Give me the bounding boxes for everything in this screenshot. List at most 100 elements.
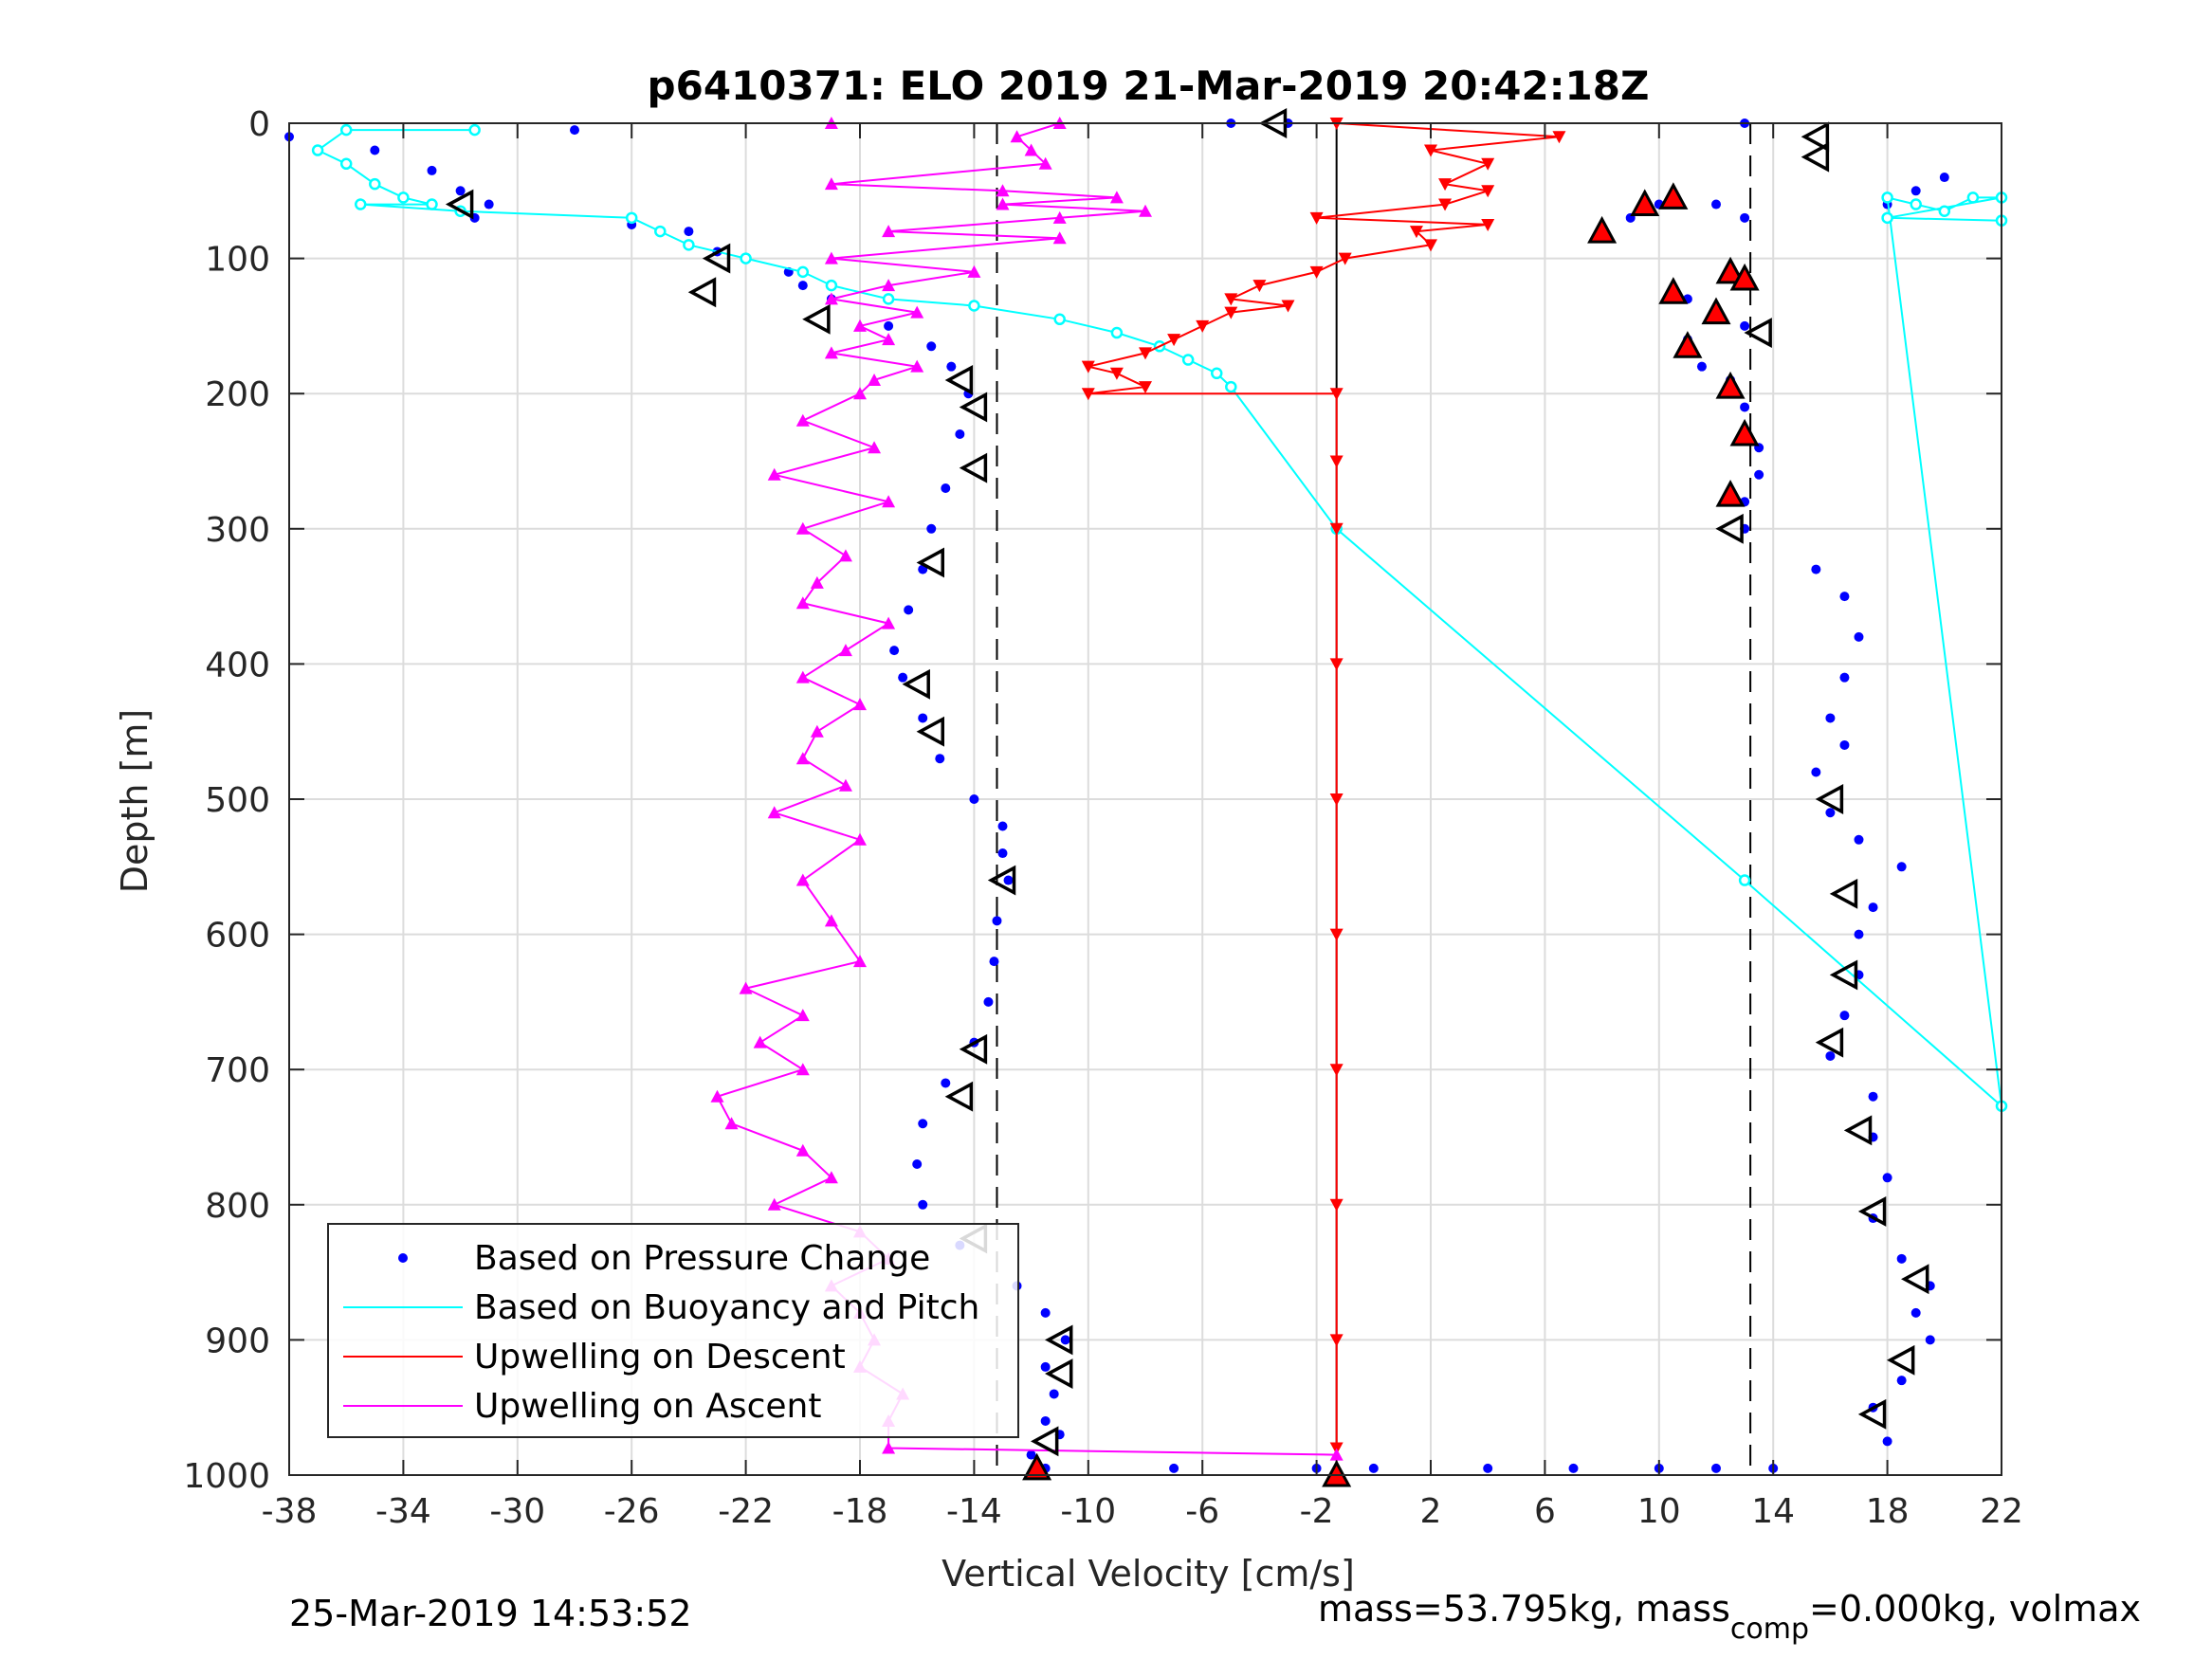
- y-tick-label: 900: [205, 1322, 270, 1360]
- data-point: [1740, 402, 1750, 412]
- data-point: [1038, 156, 1052, 170]
- data-point: [1483, 1463, 1493, 1473]
- data-point: [1715, 371, 1746, 399]
- data-point: [1040, 1307, 1051, 1318]
- data-point: [1139, 204, 1152, 217]
- data-point: [1060, 1335, 1070, 1345]
- footer-timestamp: 25-Mar-2019 14:53:52: [289, 1593, 692, 1634]
- data-point: [1329, 455, 1344, 468]
- data-point: [1181, 354, 1195, 366]
- data-point: [797, 281, 808, 291]
- y-tick-label: 700: [205, 1051, 270, 1090]
- data-point: [1854, 834, 1864, 845]
- data-point: [1754, 469, 1764, 480]
- data-point: [1167, 334, 1181, 347]
- data-point: [484, 199, 494, 210]
- data-point: [918, 1119, 928, 1129]
- data-point: [795, 1063, 810, 1076]
- data-point: [1811, 564, 1821, 574]
- data-point: [926, 341, 937, 352]
- data-point: [910, 359, 924, 373]
- series-group: [445, 108, 1929, 1457]
- data-point: [795, 1009, 810, 1022]
- legend-label: Upwelling on Descent: [474, 1338, 846, 1376]
- data-point: [369, 177, 381, 191]
- plot-area: -38 -34 -30 -26 -22 -18 -14 -10 -6 -2 2 6 10 14 18 2201…: [183, 105, 2023, 1531]
- data-point: [1481, 185, 1495, 198]
- data-point: [1801, 141, 1830, 173]
- data-point: [1711, 199, 1721, 210]
- legend-box: [327, 1223, 1019, 1438]
- data-point: [1329, 793, 1344, 806]
- data-point: [339, 157, 353, 171]
- data-point: [1811, 767, 1821, 777]
- x-tick-label: -6: [1185, 1492, 1219, 1531]
- y-tick-label: 200: [205, 375, 270, 414]
- series-line: [1088, 122, 1560, 1449]
- data-point: [1825, 808, 1836, 818]
- data-point: [1053, 313, 1066, 326]
- data-point: [824, 292, 838, 305]
- data-point: [802, 303, 831, 335]
- data-point: [824, 177, 838, 191]
- data-point: [1854, 631, 1864, 642]
- x-tick-label: -38: [262, 1492, 318, 1531]
- data-point: [838, 778, 852, 792]
- data-point: [1139, 381, 1152, 394]
- data-point: [796, 265, 810, 279]
- data-point: [795, 670, 810, 684]
- data-point: [740, 252, 752, 264]
- y-tick-label: 800: [205, 1187, 270, 1226]
- chart-title: p6410371: ELO 2019 21-Mar-2019 20:42:18Z: [648, 63, 1650, 109]
- data-point: [1329, 522, 1344, 536]
- data-point: [1715, 480, 1746, 507]
- data-point: [1701, 297, 1731, 325]
- data-point: [1040, 1415, 1051, 1426]
- data-point: [370, 145, 380, 155]
- data-point: [983, 996, 994, 1007]
- data-point: [1939, 173, 1949, 183]
- data-point: [1901, 1264, 1929, 1295]
- data-point: [902, 668, 930, 700]
- y-tick-label: 100: [205, 241, 270, 280]
- data-point: [882, 1441, 896, 1454]
- data-point: [1109, 191, 1124, 204]
- data-point: [1045, 1324, 1073, 1356]
- data-point: [955, 428, 965, 439]
- data-point: [1552, 131, 1566, 144]
- data-point: [918, 1199, 928, 1210]
- x-tick-label: -30: [489, 1492, 545, 1531]
- data-point: [912, 1159, 923, 1170]
- data-point: [1081, 360, 1095, 374]
- data-point: [1196, 319, 1210, 333]
- data-point: [1910, 186, 1921, 196]
- data-point: [969, 794, 979, 804]
- data-point: [1010, 130, 1024, 143]
- data-point: [1673, 331, 1703, 358]
- data-point: [824, 346, 838, 359]
- data-point: [455, 186, 466, 196]
- x-tick-label: -22: [718, 1492, 774, 1531]
- data-point: [1329, 1064, 1344, 1077]
- data-point: [959, 392, 988, 423]
- data-point: [916, 716, 944, 747]
- data-point: [1825, 713, 1836, 723]
- data-point: [1843, 1115, 1873, 1146]
- series-group: [1022, 182, 1760, 1487]
- data-point: [795, 521, 810, 535]
- x-axis-label: Vertical Velocity [cm/s]: [941, 1553, 1355, 1595]
- data-point: [1252, 280, 1267, 293]
- data-point: [1424, 144, 1437, 157]
- x-tick-label: 22: [1980, 1492, 2023, 1531]
- data-point: [684, 227, 694, 237]
- data-point: [625, 211, 638, 225]
- data-point: [1030, 1426, 1059, 1457]
- data-point: [910, 305, 924, 319]
- data-point: [1868, 902, 1878, 913]
- data-point: [1481, 157, 1495, 171]
- data-point: [1938, 205, 1951, 217]
- y-tick-label: 1000: [183, 1457, 270, 1496]
- data-point: [397, 191, 410, 204]
- legend-label: Based on Buoyancy and Pitch: [474, 1288, 979, 1327]
- data-point: [838, 549, 852, 562]
